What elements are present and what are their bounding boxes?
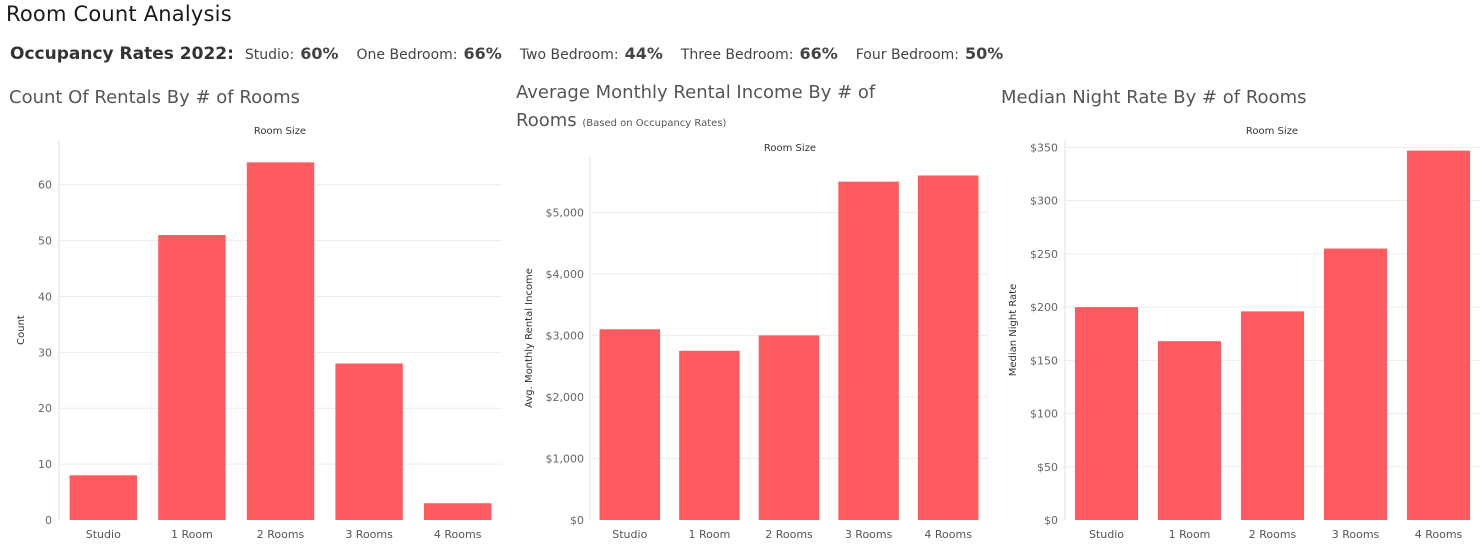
- bar[interactable]: [158, 235, 226, 520]
- chart-title-text: Count Of Rentals By # of Rooms: [9, 87, 301, 108]
- x-category-label: 2 Rooms: [765, 528, 813, 541]
- bar[interactable]: [1157, 341, 1222, 520]
- y-tick-label: $350: [1030, 141, 1058, 154]
- bar[interactable]: [599, 329, 661, 520]
- x-category-label: 4 Rooms: [434, 528, 482, 541]
- bar[interactable]: [1406, 150, 1471, 520]
- x-category-label: 1 Room: [1169, 528, 1211, 541]
- occupancy-value: 66%: [463, 44, 502, 63]
- y-axis-title: Count: [16, 315, 27, 345]
- dashboard-title: Room Count Analysis: [6, 2, 232, 26]
- x-axis-categories: Studio 1 Room 2 Rooms 3 Rooms 4 Rooms: [86, 528, 482, 541]
- occupancy-rates-row: Occupancy Rates 2022: Studio: 60% One Be…: [10, 44, 1021, 64]
- x-category-label: 1 Room: [688, 528, 730, 541]
- x-axis-categories: Studio 1 Room 2 Rooms 3 Rooms 4 Rooms: [612, 528, 972, 541]
- bar[interactable]: [1074, 307, 1139, 520]
- bar[interactable]: [69, 475, 137, 520]
- x-category-label: Studio: [86, 528, 121, 541]
- y-tick-label: $200: [1030, 301, 1058, 314]
- y-tick-label: $2,000: [546, 391, 585, 404]
- occupancy-label: Three Bedroom:: [680, 47, 794, 63]
- occupancy-label: Two Bedroom:: [519, 47, 619, 63]
- x-category-label: 1 Room: [171, 528, 213, 541]
- occupancy-item-four-bedroom: Four Bedroom: 50%: [856, 44, 1004, 63]
- y-tick-label: 40: [38, 290, 52, 303]
- y-tick-label: $4,000: [546, 268, 585, 281]
- y-tick-label: $1,000: [546, 452, 585, 465]
- y-tick-label: 0: [45, 514, 52, 527]
- y-tick-label: 50: [38, 235, 52, 248]
- bars: [1074, 150, 1471, 521]
- column-header: Room Size: [254, 126, 306, 137]
- occupancy-label: One Bedroom:: [356, 47, 458, 63]
- bar[interactable]: [1323, 248, 1388, 521]
- column-header: Room Size: [1246, 126, 1298, 137]
- bars: [599, 175, 979, 520]
- y-tick-label: 60: [38, 179, 52, 192]
- y-tick-label: $0: [570, 514, 584, 527]
- y-axis-ticks: $0 $50 $100 $150 $200 $250 $300 $350: [1030, 141, 1058, 527]
- x-axis-categories: Studio 1 Room 2 Rooms 3 Rooms 4 Rooms: [1089, 528, 1463, 541]
- bar[interactable]: [246, 162, 315, 520]
- y-axis-ticks: $0 $1,000 $2,000 $3,000 $4,000 $5,000: [546, 206, 585, 527]
- y-axis-title: Median Night Rate: [1008, 284, 1019, 377]
- x-category-label: 2 Rooms: [1249, 528, 1297, 541]
- x-category-label: 3 Rooms: [845, 528, 893, 541]
- bar[interactable]: [917, 175, 979, 520]
- x-category-label: Studio: [1089, 528, 1124, 541]
- y-tick-label: $300: [1030, 195, 1058, 208]
- occupancy-value: 60%: [300, 44, 339, 63]
- y-tick-label: $0: [1044, 514, 1058, 527]
- y-tick-label: $250: [1030, 248, 1058, 261]
- x-category-label: 2 Rooms: [257, 528, 305, 541]
- y-tick-label: 20: [38, 402, 52, 415]
- y-axis-ticks: 0 10 20 30 40 50 60: [38, 179, 52, 527]
- x-category-label: 4 Rooms: [924, 528, 972, 541]
- chart-title-income: Average Monthly Rental Income By # of Ro…: [516, 79, 916, 138]
- y-tick-label: $50: [1037, 461, 1058, 474]
- occupancy-label: Studio:: [244, 47, 295, 63]
- occupancy-item-studio: Studio: 60%: [245, 44, 339, 63]
- bars: [69, 162, 492, 520]
- y-tick-label: $150: [1030, 354, 1058, 367]
- occupancy-item-two-bedroom: Two Bedroom: 44%: [520, 44, 663, 63]
- occupancy-item-one-bedroom: One Bedroom: 66%: [357, 44, 502, 63]
- bar[interactable]: [424, 503, 492, 520]
- x-category-label: 3 Rooms: [345, 528, 393, 541]
- bar[interactable]: [679, 350, 740, 520]
- occupancy-item-three-bedroom: Three Bedroom: 66%: [681, 44, 838, 63]
- bar[interactable]: [838, 181, 899, 520]
- y-tick-label: 30: [38, 346, 52, 359]
- x-category-label: 4 Rooms: [1415, 528, 1463, 541]
- occupancy-value: 66%: [799, 44, 838, 63]
- y-tick-label: $3,000: [546, 329, 585, 342]
- chart-title-count: Count Of Rentals By # of Rooms: [9, 84, 300, 112]
- bar[interactable]: [335, 363, 403, 520]
- chart-title-text: Average Monthly Rental Income By # of Ro…: [516, 82, 876, 131]
- y-tick-label: 10: [38, 458, 52, 471]
- chart-title-night-rate: Median Night Rate By # of Rooms: [1001, 84, 1307, 112]
- x-category-label: 3 Rooms: [1332, 528, 1380, 541]
- occupancy-label: Four Bedroom:: [855, 47, 959, 63]
- y-axis-title: Avg. Monthly Rental Income: [524, 268, 535, 408]
- bar[interactable]: [758, 335, 820, 520]
- y-tick-label: $100: [1030, 408, 1058, 421]
- occupancy-value: 44%: [624, 44, 663, 63]
- chart-subtitle: (Based on Occupancy Rates): [582, 118, 727, 129]
- bar[interactable]: [1240, 311, 1305, 520]
- occupancy-heading: Occupancy Rates 2022:: [10, 44, 234, 64]
- chart-title-text: Median Night Rate By # of Rooms: [1001, 87, 1307, 108]
- occupancy-value: 50%: [965, 44, 1004, 63]
- y-tick-label: $5,000: [546, 206, 585, 219]
- column-header: Room Size: [764, 143, 816, 154]
- x-category-label: Studio: [612, 528, 647, 541]
